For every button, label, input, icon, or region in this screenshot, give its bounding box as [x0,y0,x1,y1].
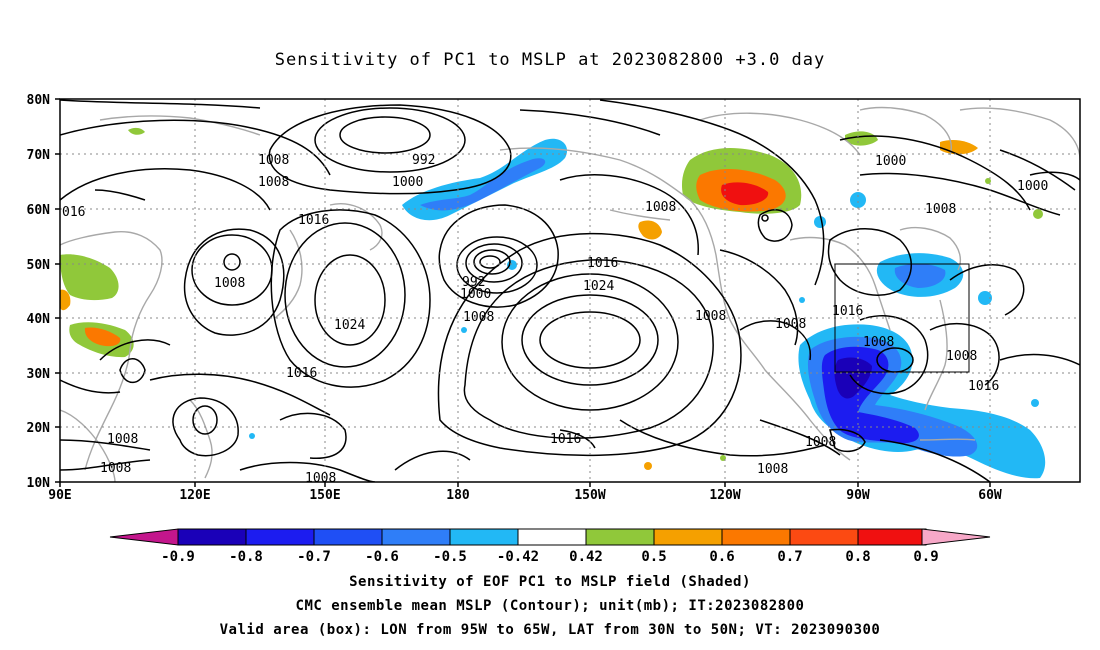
colorbar-right-arrow [921,528,991,546]
colorbar-swatch [585,528,655,546]
contour-label: 1008 [258,153,289,168]
colorbar-swatch [313,528,383,546]
colorbar-swatch [789,528,859,546]
footer-line-3: Valid area (box): LON from 95W to 65W, L… [219,622,881,638]
colorbar-label: 0.6 [709,549,734,565]
colorbar-label: -0.9 [161,549,195,565]
contour-label: 016 [62,205,85,220]
colorbar-label: 0.5 [641,549,666,565]
colorbar-label: 0.9 [913,549,938,565]
colorbar-swatch [653,528,723,546]
colorbar-label: 0.7 [777,549,802,565]
contour-label: 1008 [305,471,336,486]
colorbar-label: 0.42 [569,549,603,565]
contour-label: 1008 [463,310,494,325]
contour-label: 1016 [968,379,999,394]
lon-label: 90E [48,488,71,503]
colorbar-swatch [857,528,927,546]
contour-label: 1008 [805,435,836,450]
contour-label: 1008 [925,202,956,217]
colorbar-label: -0.7 [297,549,331,565]
footer-line-1: Sensitivity of EOF PC1 to MSLP field (Sh… [349,574,751,590]
contour-label: 1008 [695,309,726,324]
lon-label: 150W [574,488,605,503]
map-title: Sensitivity of PC1 to MSLP at 2023082800… [274,50,826,70]
contour-label: 1008 [258,175,289,190]
longitude-labels: 90E 120E 150E 180 150W 120W 90W 60W [48,488,1002,503]
contour-label: 1016 [832,304,863,319]
contour-label: 1000 [875,154,906,169]
contour-label: 1000 [1017,179,1048,194]
contour-label: 1008 [946,349,977,364]
lat-label: 70N [27,148,51,163]
latitude-labels: 80N 70N 60N 50N 40N 30N 20N 10N [27,93,51,491]
colorbar: -0.9 -0.8 -0.7 -0.6 -0.5 -0.42 0.42 0.5 0.6 0.7 0.… [109,528,991,565]
lat-label: 60N [27,203,51,218]
colorbar-swatch [449,528,519,546]
colorbar-label: -0.5 [433,549,467,565]
colorbar-label: -0.6 [365,549,399,565]
lon-label: 150E [309,488,340,503]
graticule [60,99,1080,482]
contour-label: 1000 [460,287,491,302]
contour-label: 1016 [286,366,317,381]
colorbar-label: -0.42 [497,549,539,565]
lat-label: 80N [27,93,51,108]
contour-label: 992 [412,153,435,168]
lat-label: 30N [27,367,51,382]
contour-label: 1008 [100,461,131,476]
contour-label: 1008 [757,462,788,477]
lat-label: 40N [27,312,51,327]
contour-label: 1008 [863,335,894,350]
colorbar-label: 0.8 [845,549,870,565]
colorbar-swatch [381,528,451,546]
colorbar-swatch [517,528,587,546]
colorbar-swatch [245,528,315,546]
lon-label: 60W [978,488,1002,503]
colorbar-swatches [177,528,927,546]
colorbar-swatch [177,528,247,546]
colorbar-swatch [721,528,791,546]
isobar-contours [60,99,1080,482]
contour-label: 1000 [392,175,423,190]
lon-label: 120W [709,488,740,503]
colorbar-labels: -0.9 -0.8 -0.7 -0.6 -0.5 -0.42 0.42 0.5 0.6 0.7 0.… [161,549,939,565]
contour-label: 1024 [583,279,614,294]
lat-label: 20N [27,421,51,436]
contour-labels: 016 1008 1008 992 1000 1016 1008 1024 10… [62,153,1048,486]
footer-line-2: CMC ensemble mean MSLP (Contour); unit(m… [295,598,805,614]
contour-label: 1008 [214,276,245,291]
lon-label: 90W [846,488,870,503]
lon-label: 120E [179,488,210,503]
contour-label: 1024 [334,318,365,333]
contour-label: 1016 [298,213,329,228]
colorbar-label: -0.8 [229,549,263,565]
lat-label: 50N [27,258,51,273]
valid-area-box [834,263,970,373]
contour-label: 1016 [587,256,618,271]
contour-label: 1016 [550,432,581,447]
colorbar-left-arrow [109,528,179,546]
axis-ticks [55,98,991,487]
contour-label: 1008 [775,317,806,332]
lat-label: 10N [27,476,51,491]
contour-label: 1008 [645,200,676,215]
contour-label: 1008 [107,432,138,447]
contour-label: 992 [462,275,485,290]
map-frame [59,98,1081,483]
lon-label: 180 [446,488,470,503]
